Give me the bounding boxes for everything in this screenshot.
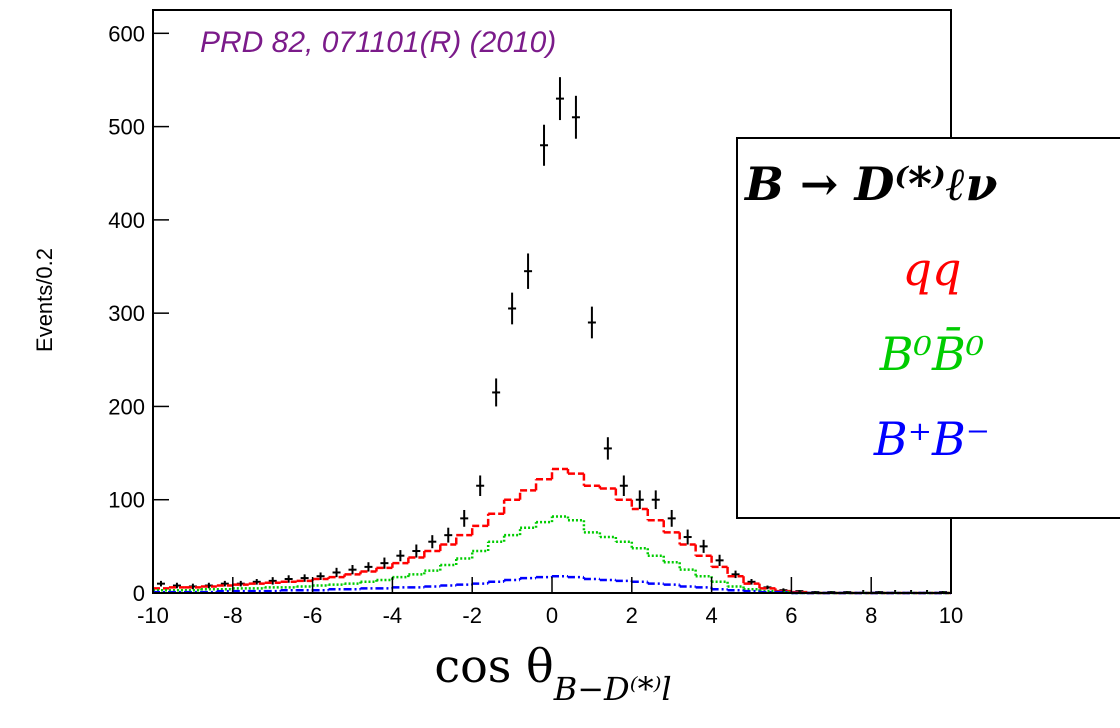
x-axis-label-main: cos θ bbox=[434, 639, 553, 693]
x-tick-label: -8 bbox=[223, 603, 243, 628]
legend-box bbox=[736, 137, 1120, 519]
legend-entry: qq bbox=[903, 242, 962, 296]
x-axis-label-sub: B−D⁽*⁾l bbox=[553, 670, 672, 708]
y-axis-label: Events/0.2 bbox=[32, 248, 57, 352]
legend-entry: B⁺B⁻ bbox=[873, 412, 990, 466]
x-tick-label: 4 bbox=[705, 603, 717, 628]
x-axis-label: cos θB−D⁽*⁾l bbox=[434, 639, 671, 708]
y-tick-label: 0 bbox=[133, 581, 145, 606]
x-tick-label: 0 bbox=[546, 603, 558, 628]
y-tick-label: 600 bbox=[108, 21, 145, 46]
annotation: PRD 82, 071101(R) (2010) bbox=[200, 26, 556, 59]
y-tick-label: 100 bbox=[108, 488, 145, 513]
y-tick-label: 300 bbox=[108, 301, 145, 326]
legend-entry: B⁰B̄⁰ bbox=[879, 326, 985, 381]
y-tick-label: 500 bbox=[108, 115, 145, 140]
x-tick-label: 2 bbox=[626, 603, 638, 628]
y-tick-label: 200 bbox=[108, 394, 145, 419]
x-tick-label: -10 bbox=[137, 603, 169, 628]
y-tick-label: 400 bbox=[108, 208, 145, 233]
x-tick-label: 6 bbox=[785, 603, 797, 628]
x-tick-label: -2 bbox=[462, 603, 482, 628]
x-tick-label: -4 bbox=[383, 603, 403, 628]
x-tick-label: -6 bbox=[303, 603, 323, 628]
x-tick-label: 10 bbox=[939, 603, 963, 628]
x-tick-label: 8 bbox=[865, 603, 877, 628]
legend-entry: B → D⁽*⁾ℓν bbox=[743, 157, 997, 211]
